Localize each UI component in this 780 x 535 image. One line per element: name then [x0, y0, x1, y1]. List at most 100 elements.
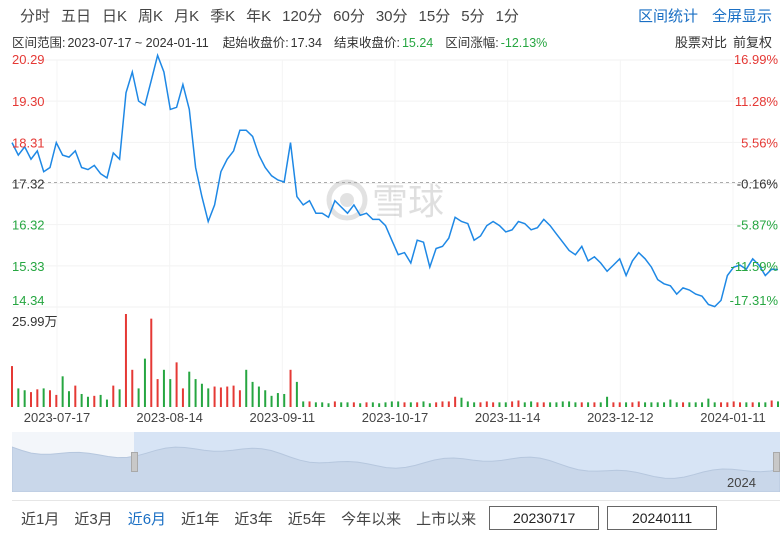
range-3m[interactable]: 近3月 [74, 510, 113, 528]
volume-bar [86, 396, 89, 407]
volume-bar [631, 402, 634, 407]
volume-bar [751, 402, 754, 407]
volume-bar [720, 402, 723, 407]
volume-bar [707, 398, 710, 407]
volume-bar [416, 402, 419, 407]
left-tick-label: 15.33 [12, 259, 45, 274]
volume-bar [112, 385, 115, 407]
end-date-input[interactable] [607, 506, 718, 530]
volume-bar [409, 402, 412, 407]
volume-bar [580, 402, 583, 407]
end-price-value: 15.24 [401, 35, 434, 50]
change-info: 区间涨幅: -12.13% [445, 32, 547, 51]
tab-quarterly-k[interactable]: 季K [210, 7, 236, 25]
volume-bar [238, 390, 241, 407]
volume-bar [618, 402, 621, 407]
volume-bar [599, 402, 602, 407]
volume-bar [454, 396, 457, 407]
range-stats-link[interactable]: 区间统计 [637, 7, 698, 25]
volume-bar [42, 388, 45, 407]
volume-bar [739, 402, 742, 407]
volume-bar [61, 376, 64, 407]
volume-bar [118, 389, 121, 407]
watermark-logo-inner [340, 193, 354, 207]
tab-weekly-k[interactable]: 周K [138, 7, 164, 25]
x-axis-label: 2023-12-12 [587, 410, 654, 425]
volume-bar [314, 402, 317, 407]
volume-bar [466, 401, 469, 407]
volume-bar [625, 402, 628, 407]
navigator-left-handle[interactable] [131, 452, 138, 472]
x-axis-labels: 2023-07-17 2023-08-14 2023-09-11 2023-10-17… [24, 410, 766, 425]
volume-bar [232, 385, 235, 407]
volume-bar [447, 401, 450, 407]
range-info: 区间范围: 2023-07-17 ~ 2024-01-11 [12, 32, 209, 51]
range-1y[interactable]: 近1年 [181, 510, 220, 528]
volume-bar [371, 402, 374, 407]
start-date-input[interactable] [489, 506, 600, 530]
volume-bar [48, 390, 51, 407]
range-3y[interactable]: 近3年 [234, 510, 273, 528]
volume-bar [606, 396, 609, 407]
tab-60min[interactable]: 60分 [333, 7, 365, 25]
range-navigator[interactable]: 2024 [11, 432, 780, 493]
tab-1min[interactable]: 1分 [495, 7, 519, 25]
volume-bar [302, 401, 305, 407]
volume-bar [777, 401, 779, 407]
range-label: 区间范围: [12, 35, 66, 50]
volume-bar [226, 386, 229, 407]
tab-5day[interactable]: 五日 [61, 7, 92, 25]
volume-bar [251, 381, 254, 407]
watermark-logo-icon [326, 179, 368, 221]
price-line [11, 52, 779, 308]
tab-120min[interactable]: 120分 [282, 7, 323, 25]
left-tick-label: 19.30 [12, 94, 45, 109]
x-axis-label: 2024-01-11 [700, 410, 766, 425]
tab-yearly-k[interactable]: 年K [246, 7, 272, 25]
volume-bar [675, 402, 678, 407]
navigator-svg: 2024 [11, 432, 780, 493]
volume-bar [352, 402, 355, 407]
volume-bar [422, 401, 425, 407]
tab-fenshi[interactable]: 分时 [20, 7, 51, 25]
range-5y[interactable]: 近5年 [287, 510, 327, 528]
volume-bar [131, 369, 134, 407]
navigator-right-handle[interactable] [773, 452, 780, 472]
volume-bar [169, 379, 172, 407]
stock-compare-button[interactable]: 股票对比 [674, 34, 727, 50]
tab-5min[interactable]: 5分 [461, 7, 485, 25]
range-since-listing[interactable]: 上市以来 [416, 510, 477, 528]
volume-bar [80, 393, 83, 407]
range-6m[interactable]: 近6月 [127, 510, 167, 528]
range-1m[interactable]: 近1月 [21, 510, 60, 528]
right-tick-label: 5.56% [741, 135, 778, 150]
left-tick-label: 14.34 [12, 293, 45, 308]
volume-bar [175, 362, 178, 407]
x-axis-label: 2023-11-14 [475, 410, 541, 425]
volume-bar [397, 401, 400, 407]
volume-bar [200, 383, 203, 407]
fullscreen-link[interactable]: 全屏显示 [711, 7, 772, 25]
range-info-bar: 区间范围: 2023-07-17 ~ 2024-01-11 起始收盘价: 17.34… [0, 31, 780, 51]
tab-daily-k[interactable]: 日K [102, 7, 128, 25]
volume-bar [283, 393, 286, 407]
volume-bar [36, 389, 39, 407]
volume-bar [11, 366, 13, 407]
adjust-button[interactable]: 前复权 [732, 34, 772, 50]
volume-bar [593, 402, 596, 407]
volume-bar [536, 402, 539, 407]
volume-bar [663, 402, 666, 407]
volume-bar [644, 402, 647, 407]
volume-bar [574, 402, 577, 407]
tab-monthly-k[interactable]: 月K [174, 7, 200, 25]
volume-bar [378, 403, 381, 407]
volume-bar [511, 401, 514, 407]
volume-bar [295, 381, 298, 407]
volume-bar [29, 392, 32, 407]
tab-30min[interactable]: 30分 [375, 7, 408, 25]
volume-bar [555, 402, 558, 407]
range-ytd[interactable]: 今年以来 [341, 510, 402, 528]
left-tick-label: 16.32 [12, 218, 45, 233]
tab-15min[interactable]: 15分 [418, 7, 451, 25]
price-volume-chart[interactable]: 雪球 20.29 19.30 18.31 17.32 16.32 15.33 14.34 1… [0, 50, 780, 430]
